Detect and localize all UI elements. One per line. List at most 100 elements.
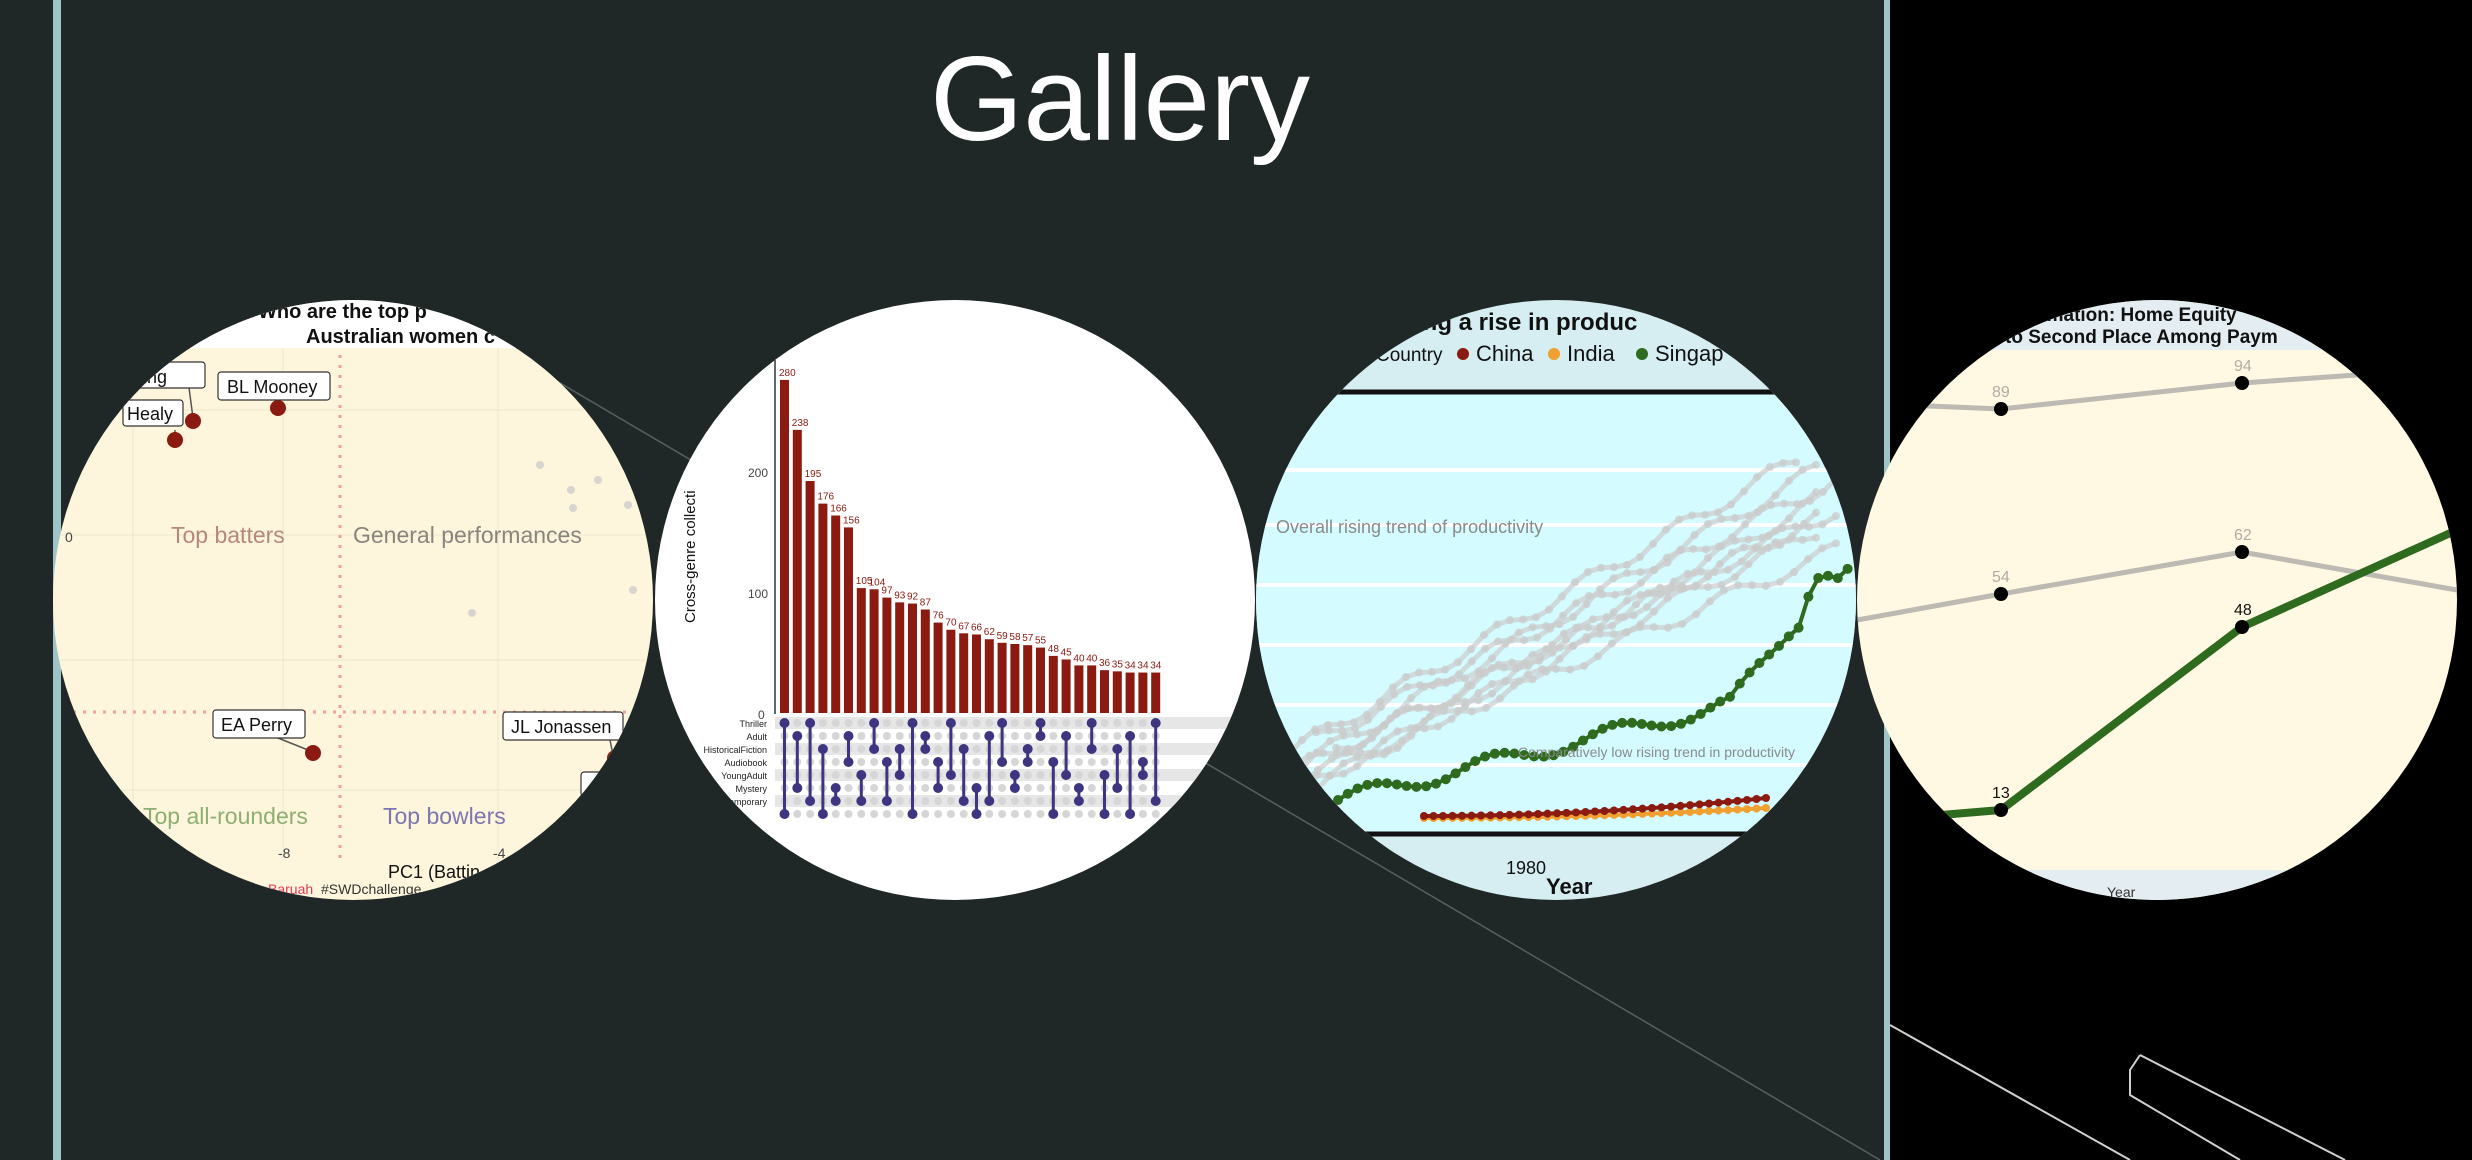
chart-title-line-1: Who are the top p (258, 301, 427, 323)
bar-value-label: 70 (945, 618, 957, 629)
bar-value-label: 93 (894, 590, 906, 601)
bar-value-label: 35 (1112, 659, 1124, 670)
bar-value-label: 105 (856, 576, 873, 587)
gallery-item-home-equity[interactable]: omation: Home Equity to Second Place Amo… (1857, 300, 2457, 900)
singapore-point (1636, 718, 1647, 729)
bar-value-label: 59 (997, 631, 1009, 642)
matrix-dot-inactive (1010, 719, 1019, 727)
matrix-dot-active (971, 809, 982, 819)
genre-label: HistoricalFiction (703, 745, 767, 755)
india-point (1743, 805, 1751, 814)
singapore-point (1676, 718, 1686, 729)
matrix-dot-active (843, 757, 854, 767)
gallery-item-cricket-pca[interactable]: Who are the top p Australian women c (53, 300, 653, 900)
matrix-dot-inactive (844, 771, 853, 779)
matrix-dot-inactive (1100, 719, 1109, 727)
bar-value-label: 36 (1099, 658, 1111, 669)
matrix-dot-active (817, 809, 828, 819)
bar-value-label: 40 (1073, 653, 1085, 664)
matrix-dot-inactive (1100, 732, 1109, 740)
gallery-item-genre-upset[interactable]: Cross-genre collecti 0 100 200 280 238 195… (655, 300, 1255, 900)
x-axis-label: Year (2107, 884, 2136, 900)
singapore-point (1568, 741, 1579, 752)
matrix-dot-inactive (1049, 719, 1058, 727)
matrix-dot-inactive (818, 719, 827, 727)
matrix-dot-inactive (1074, 771, 1083, 779)
matrix-dot-active (920, 744, 931, 754)
singapore-point (1460, 762, 1471, 773)
bar (1112, 671, 1122, 713)
matrix-dot-inactive (1151, 810, 1160, 818)
bar (895, 602, 905, 713)
matrix-dot-inactive (959, 810, 968, 818)
genre-label: YoungAdult (721, 771, 767, 781)
matrix-dot-inactive (1138, 719, 1147, 727)
x-tick-1980: 1980 (1506, 858, 1546, 878)
matrix-dot-inactive (972, 758, 981, 766)
matrix-dot-active (1035, 731, 1046, 741)
matrix-dot-inactive (1023, 719, 1032, 727)
bar-value-label: 62 (984, 627, 996, 638)
bar (1100, 670, 1109, 713)
matrix-dot-active (1073, 796, 1084, 806)
matrix-dot-active (1035, 718, 1046, 728)
matrix-dot-active (843, 731, 854, 741)
genre-label: Thriller (739, 719, 767, 729)
bar-value-label: 57 (1022, 633, 1034, 644)
bar-value-label: 87 (920, 598, 932, 609)
point-label-89: 89 (1992, 384, 2010, 401)
quadrant-general: General performances (353, 522, 582, 548)
bar (869, 589, 879, 713)
matrix-dot-inactive (946, 784, 955, 792)
matrix-dot-inactive (882, 732, 891, 740)
matrix-dot-inactive (998, 784, 1007, 792)
bar (1023, 645, 1033, 713)
point-label-48: 48 (2234, 602, 2252, 619)
singapore-point (1754, 658, 1765, 669)
legend-singapore: Singap (1655, 341, 1724, 366)
matrix-dot-active (907, 809, 918, 819)
matrix-dot-inactive (857, 732, 866, 740)
pca-scatter-chart: Who are the top p Australian women c (53, 300, 653, 900)
singapore-point (1734, 678, 1745, 689)
china-point (1562, 808, 1571, 817)
matrix-dot-inactive (998, 797, 1007, 805)
matrix-dot-inactive (934, 732, 943, 740)
matrix-dot-active (856, 770, 867, 780)
india-point (1667, 808, 1675, 817)
singapore-point (1401, 781, 1412, 792)
matrix-dot-inactive (1138, 810, 1147, 818)
matrix-dot-active (779, 809, 790, 819)
bar-value-label: 280 (779, 368, 796, 379)
genre-label: Mystery (736, 784, 768, 794)
matrix-dot-active (1150, 718, 1161, 728)
bar-value-label: 166 (830, 504, 847, 515)
singapore-point (1617, 717, 1628, 728)
matrix-dot-active (920, 731, 931, 741)
legend-swatch-singapore (1636, 348, 1648, 360)
matrix-dot-active (1125, 731, 1136, 741)
productivity-line-chart: ing a rise in produc Country China India… (1256, 300, 1856, 900)
china-point (1676, 801, 1685, 810)
china-point (1591, 807, 1599, 816)
matrix-dot-inactive (985, 719, 994, 727)
chart-title-line-2: Australian women c (306, 326, 495, 348)
singapore-point (1333, 795, 1343, 805)
china-point (1505, 810, 1514, 819)
gallery-item-productivity[interactable]: ing a rise in produc Country China India… (1256, 300, 1856, 900)
singapore-point (1764, 649, 1775, 660)
matrix-dot-active (971, 783, 982, 793)
x-axis-label: PC1 (Battin (388, 862, 480, 882)
singapore-point (1597, 723, 1608, 734)
matrix-dot-inactive (882, 810, 891, 818)
legend-swatch-india (1548, 348, 1560, 360)
singapore-point (1774, 640, 1784, 651)
china-point (1420, 812, 1428, 820)
matrix-dot-active (945, 718, 956, 728)
matrix-dot-inactive (793, 797, 802, 805)
singapore-point (1813, 573, 1824, 584)
singapore-point (1489, 748, 1500, 759)
matrix-dot-inactive (934, 810, 943, 818)
bar (972, 634, 981, 713)
india-point (1752, 804, 1761, 813)
